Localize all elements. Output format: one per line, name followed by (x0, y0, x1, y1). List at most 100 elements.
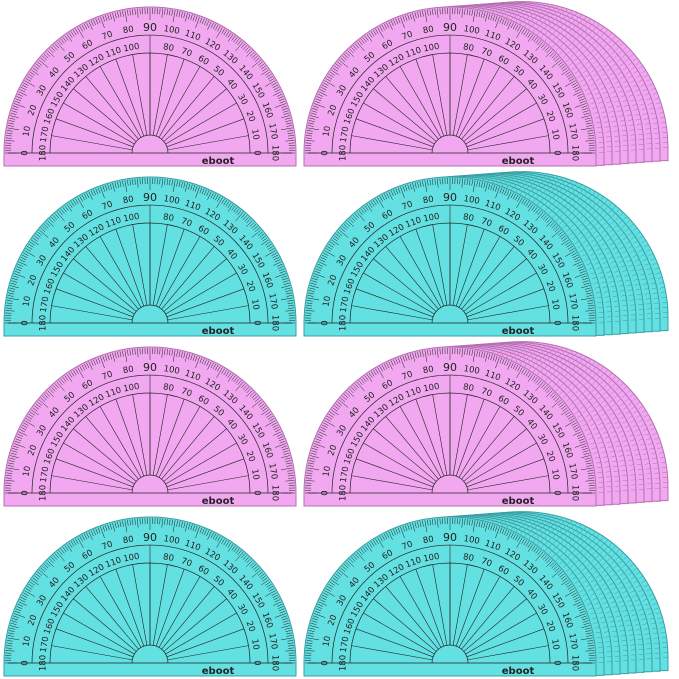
tick-mark (306, 470, 313, 472)
tick-mark (245, 560, 253, 568)
outer-scale-label: 0 (321, 660, 331, 665)
outer-scale-label: 60 (381, 208, 395, 222)
tick-mark (573, 426, 580, 431)
tick-mark (334, 235, 340, 240)
tick-mark (350, 556, 356, 562)
inner-scale-label: 60 (196, 394, 210, 408)
tick-mark (274, 259, 281, 263)
tick-mark (86, 362, 90, 369)
ray-line (467, 135, 549, 151)
outer-scale-label: 70 (401, 369, 415, 382)
tick-mark (54, 43, 59, 49)
tick-mark (576, 603, 583, 607)
tick-mark (364, 545, 369, 551)
tick-mark (253, 55, 258, 61)
tick-mark (319, 599, 326, 603)
tick-mark (66, 374, 73, 382)
tick-mark (400, 356, 405, 369)
tick-mark (75, 538, 79, 544)
tick-mark (579, 100, 586, 104)
tick-mark (77, 197, 84, 208)
tick-mark (206, 530, 210, 537)
tick-mark (102, 185, 105, 192)
tick-mark (280, 637, 293, 641)
tick-mark (516, 367, 523, 378)
inner-scale-label: 180 (39, 315, 49, 331)
tick-mark (484, 352, 488, 362)
inner-scale-label: 0 (252, 490, 262, 495)
tick-mark (417, 351, 419, 358)
outer-scale-label: 170 (566, 293, 579, 311)
tick-mark (307, 635, 314, 637)
tick-mark (535, 551, 544, 562)
tick-mark (50, 46, 56, 52)
tick-mark (429, 9, 431, 16)
tick-mark (567, 245, 574, 250)
ray-line (463, 428, 527, 482)
tick-mark (316, 96, 323, 99)
tick-mark (72, 29, 77, 36)
tick-mark (190, 524, 193, 531)
tick-mark (43, 563, 49, 569)
tick-mark (308, 120, 315, 122)
tick-mark (217, 536, 221, 542)
tick-mark (16, 606, 23, 609)
tick-mark (127, 519, 129, 526)
tick-mark (338, 59, 349, 68)
tick-mark (58, 550, 63, 556)
tick-mark (6, 135, 13, 137)
tick-mark (437, 178, 439, 188)
tick-mark (97, 357, 101, 364)
tick-mark (215, 194, 219, 201)
outer-scale-label: 180 (570, 315, 580, 331)
tick-mark (112, 352, 116, 362)
tick-mark (366, 34, 373, 42)
ray-line (51, 305, 133, 321)
tick-mark (395, 528, 399, 535)
tick-mark (5, 137, 12, 139)
tick-mark (206, 20, 210, 27)
tick-mark (14, 100, 21, 104)
inner-scale-label: 180 (339, 655, 349, 671)
outer-scale-label: 60 (381, 378, 395, 392)
tick-mark (169, 9, 171, 16)
tick-mark (246, 48, 251, 54)
tick-mark (307, 637, 320, 641)
tick-mark (574, 273, 587, 278)
tick-mark (566, 73, 572, 78)
tick-mark (562, 407, 568, 412)
tick-mark (23, 252, 29, 256)
tick-mark (573, 596, 580, 601)
tick-mark (307, 295, 314, 297)
outer-scale-label: 170 (266, 123, 279, 141)
outer-scale-label: 180 (270, 655, 280, 671)
tick-mark (427, 519, 429, 526)
tick-mark (172, 350, 176, 363)
inner-scale-label: 180 (39, 655, 49, 671)
outer-scale-label: 170 (266, 463, 279, 481)
tick-mark (499, 187, 503, 194)
tick-mark (267, 585, 274, 590)
tick-mark (542, 555, 548, 560)
tick-mark (47, 560, 55, 568)
ray-line (452, 394, 468, 476)
tick-mark (535, 378, 540, 384)
tick-mark (183, 352, 186, 359)
tick-mark (560, 405, 566, 410)
tick-mark (24, 80, 35, 87)
tick-mark (350, 386, 356, 392)
tick-mark (362, 37, 367, 43)
tick-mark (164, 8, 166, 15)
tick-mark (12, 615, 19, 618)
tick-mark (195, 525, 198, 532)
tick-mark (368, 372, 373, 378)
tick-mark (573, 256, 580, 261)
tick-mark (521, 538, 525, 544)
ray-line (166, 458, 245, 488)
tick-mark (272, 594, 279, 598)
tick-mark (249, 392, 255, 397)
